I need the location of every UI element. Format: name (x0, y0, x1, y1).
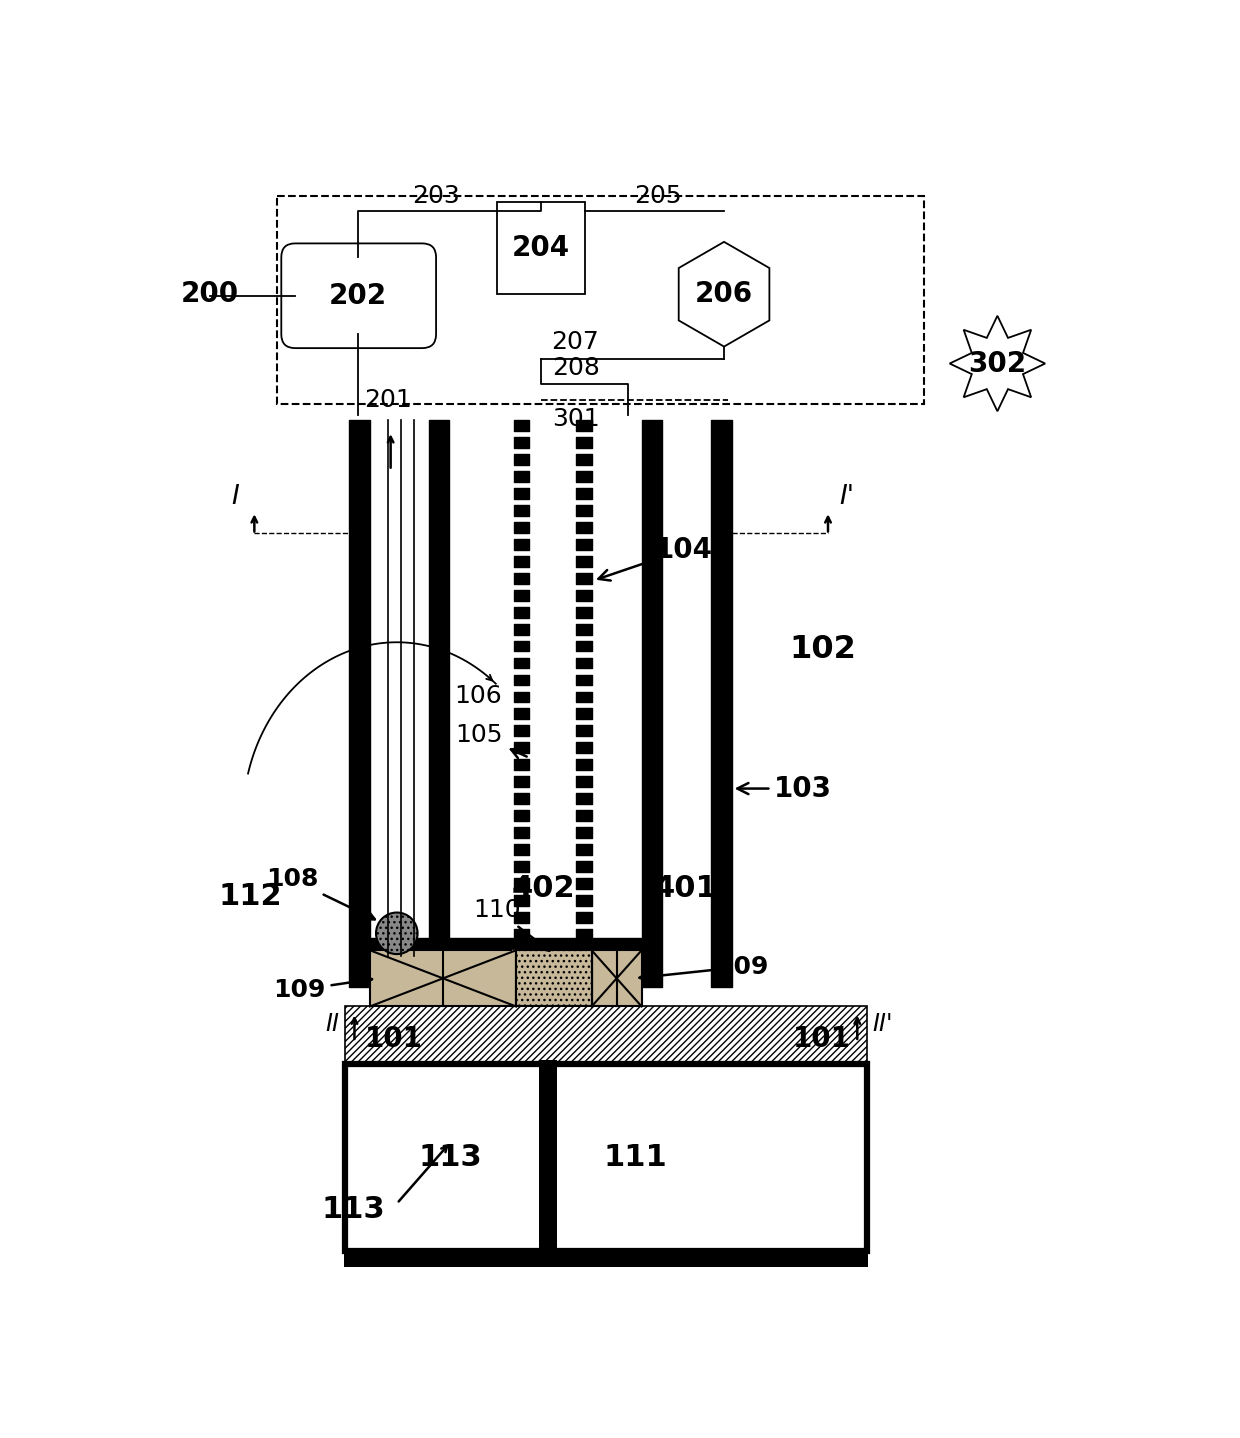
Text: 106: 106 (455, 684, 502, 707)
Polygon shape (950, 316, 1045, 411)
Text: 204: 204 (512, 234, 570, 262)
Text: 113: 113 (321, 1195, 386, 1224)
Text: 201: 201 (365, 388, 412, 411)
Text: 110: 110 (474, 899, 549, 951)
Text: 302: 302 (968, 349, 1027, 378)
Bar (278, 196, 924, 404)
Text: 109: 109 (640, 955, 769, 982)
Text: 111: 111 (604, 1143, 667, 1172)
Text: 101: 101 (794, 1025, 851, 1053)
Text: 112: 112 (218, 881, 281, 910)
Text: I: I (231, 483, 239, 510)
Polygon shape (678, 242, 769, 347)
FancyBboxPatch shape (281, 243, 436, 348)
Text: 104: 104 (599, 536, 713, 581)
Text: 105: 105 (455, 723, 527, 758)
Text: 109: 109 (274, 976, 372, 1002)
Bar (591, 951, 641, 1007)
Text: 402: 402 (511, 874, 575, 903)
Text: 207: 207 (551, 331, 599, 354)
Bar (345, 1064, 867, 1251)
Bar (370, 951, 516, 1007)
Circle shape (376, 913, 418, 953)
Text: 205: 205 (634, 184, 682, 209)
Text: 107: 107 (538, 1165, 558, 1211)
Text: 301: 301 (552, 407, 600, 430)
Bar (343, 1251, 868, 1267)
Text: II': II' (873, 1012, 893, 1037)
Text: II: II (325, 1012, 339, 1037)
Text: 103: 103 (738, 775, 832, 802)
Bar (345, 1007, 867, 1064)
Bar (497, 201, 585, 295)
Text: I': I' (839, 483, 854, 510)
Text: 206: 206 (694, 280, 753, 308)
Bar (539, 1060, 557, 1252)
Text: 208: 208 (552, 357, 600, 381)
Text: 108: 108 (265, 867, 374, 919)
Text: 102: 102 (790, 634, 857, 666)
Text: 101: 101 (365, 1025, 423, 1053)
Text: 401: 401 (653, 874, 718, 903)
Text: 203: 203 (412, 184, 460, 209)
Text: 113: 113 (419, 1143, 482, 1172)
Bar (516, 951, 591, 1007)
Text: 202: 202 (330, 282, 387, 309)
Text: 200: 200 (181, 280, 239, 308)
